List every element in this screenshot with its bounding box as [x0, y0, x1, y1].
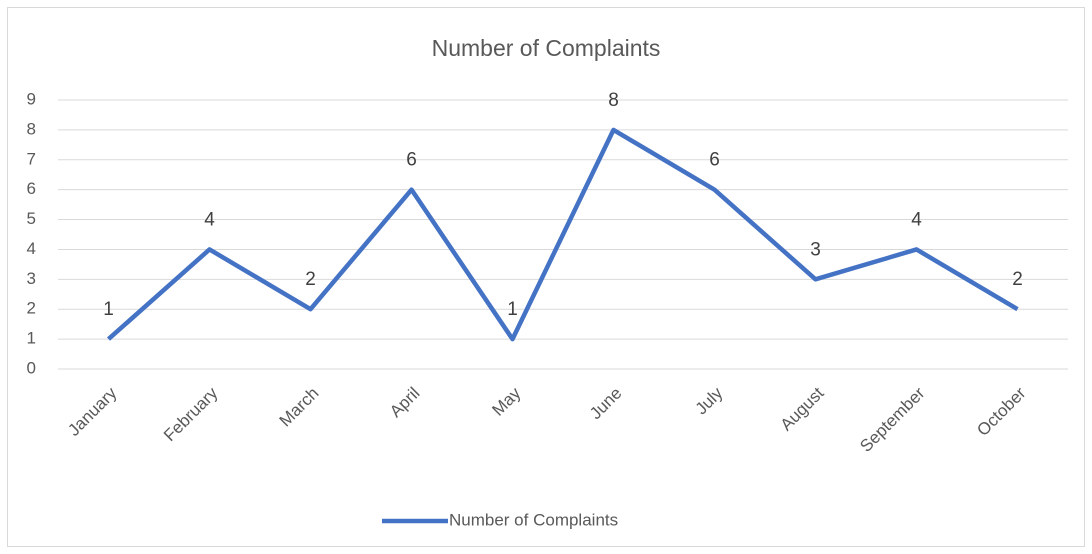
y-tick-label: 6	[27, 179, 36, 198]
data-line	[107, 127, 1019, 342]
data-label: 4	[204, 209, 215, 230]
chart-title: Number of Complaints	[432, 35, 661, 61]
y-tick-label: 5	[27, 209, 36, 228]
data-label: 6	[709, 150, 720, 171]
data-label: 8	[608, 90, 619, 111]
y-tick-label: 0	[27, 358, 36, 377]
legend-label: Number of Complaints	[449, 510, 618, 529]
data-label: 1	[103, 299, 114, 320]
data-label: 2	[305, 269, 316, 290]
data-label: 2	[1012, 269, 1023, 290]
y-tick-label: 4	[27, 239, 36, 258]
data-label: 6	[406, 150, 417, 171]
y-tick-label: 3	[27, 269, 36, 288]
y-tick-label: 8	[27, 119, 36, 138]
data-label: 1	[507, 299, 518, 320]
chart-border	[7, 7, 1085, 547]
y-tick-label: 9	[27, 89, 36, 108]
y-tick-label: 1	[27, 329, 36, 348]
data-label: 4	[911, 209, 922, 230]
y-tick-label: 7	[27, 149, 36, 168]
data-label: 3	[810, 239, 821, 260]
y-tick-label: 2	[27, 299, 36, 318]
